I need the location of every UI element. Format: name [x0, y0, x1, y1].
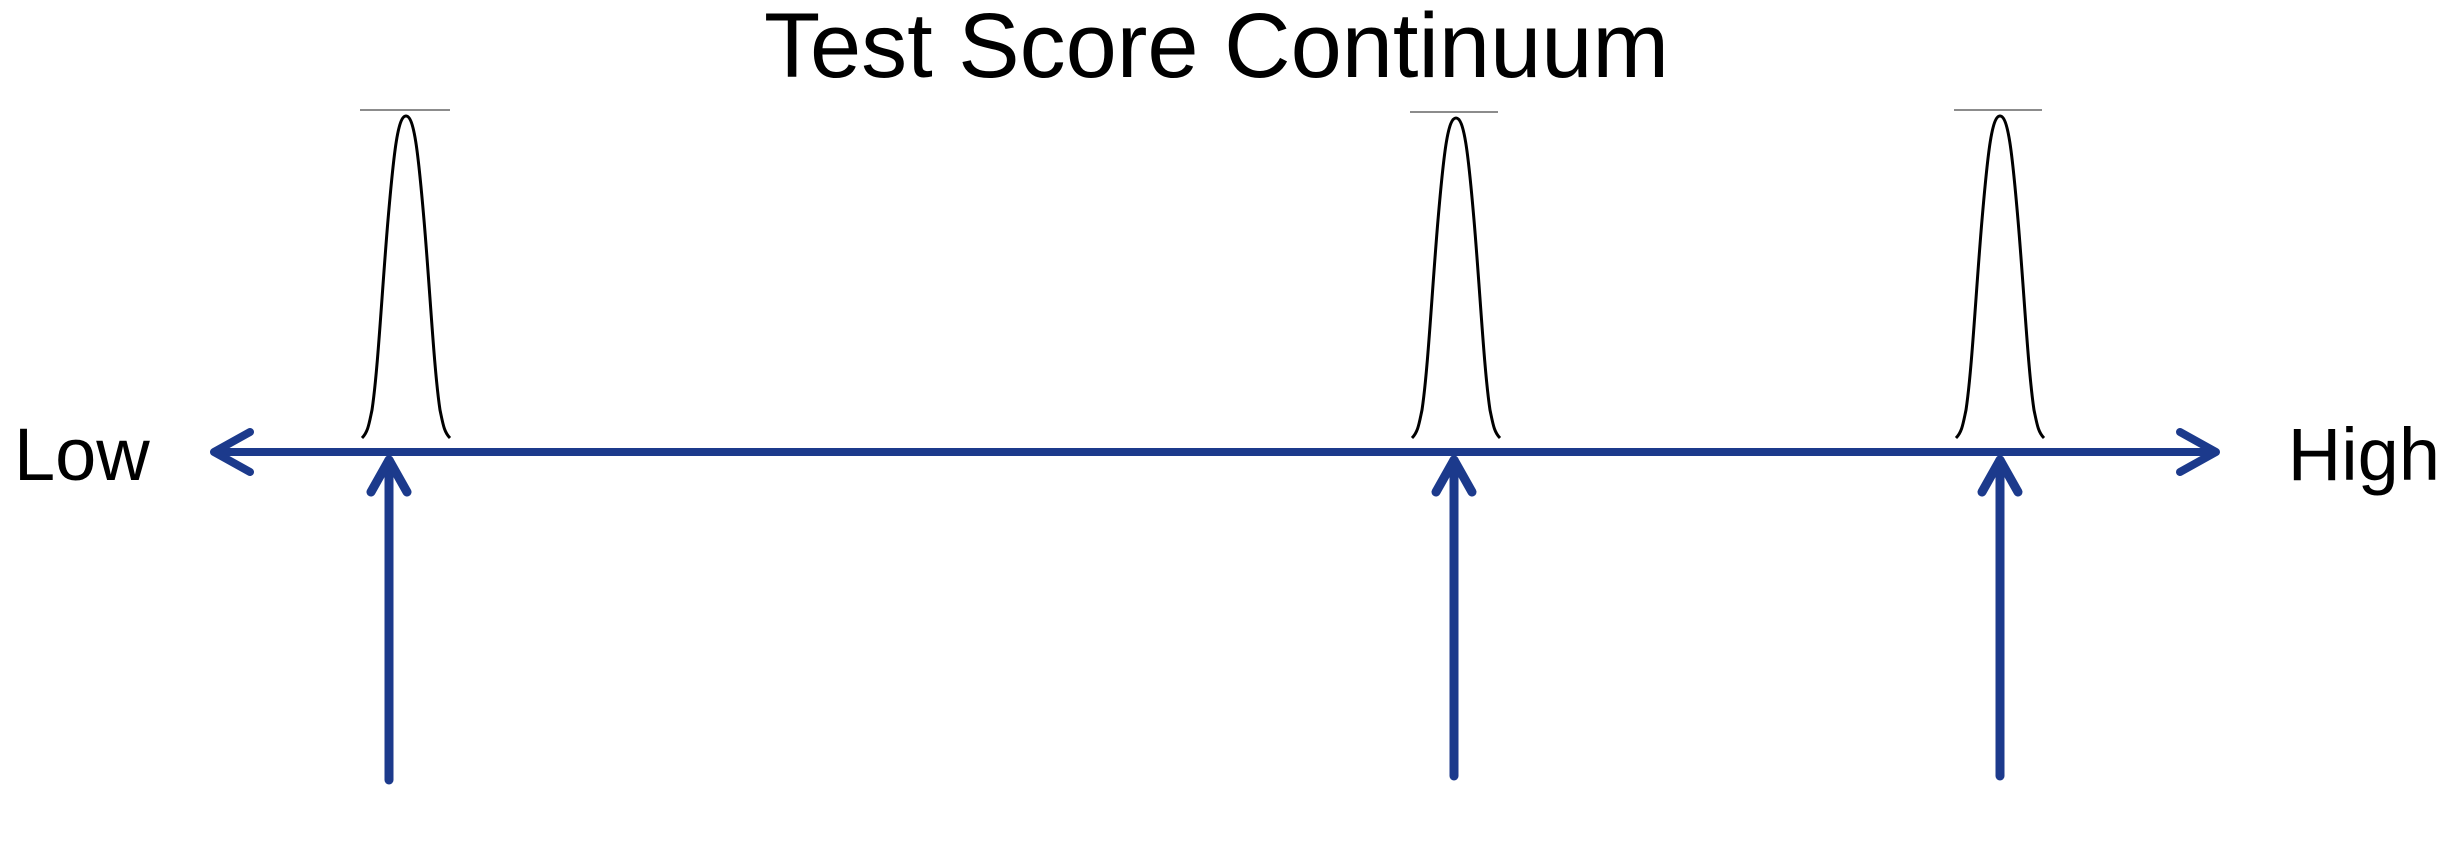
high-end-label: High [2287, 413, 2440, 496]
axis-right-arrowhead [2176, 428, 2220, 476]
up-arrow [1431, 455, 1477, 781]
marker-2 [1410, 111, 1502, 781]
up-arrow [366, 455, 412, 785]
up-arrow [1977, 455, 2023, 781]
diagram-title: Test Score Continuum [763, 0, 1670, 97]
marker-3 [1954, 109, 2046, 781]
axis-left-arrowhead [210, 428, 254, 476]
marker-1 [360, 109, 452, 785]
distribution-curve [1954, 114, 2046, 440]
distribution-curve [1410, 116, 1502, 440]
distribution-curve [360, 114, 452, 440]
low-end-label: Low [14, 413, 150, 496]
continuum-axis [210, 428, 2220, 476]
